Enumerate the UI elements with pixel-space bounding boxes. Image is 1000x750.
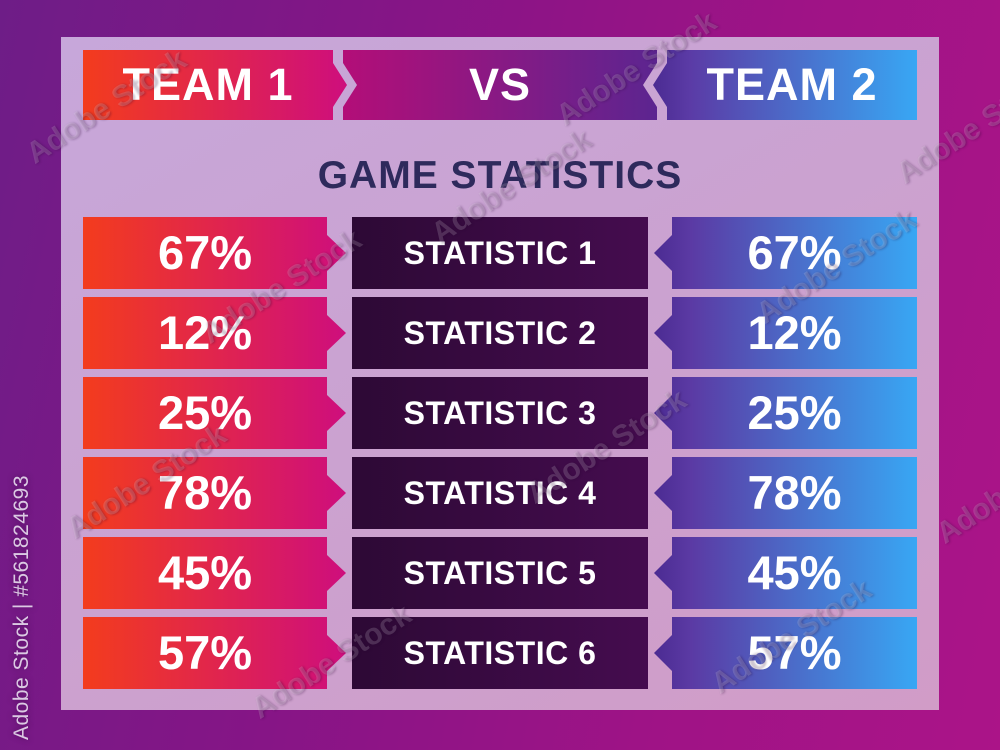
team2-value: 57%	[747, 626, 842, 679]
team2-label: TEAM 2	[706, 59, 878, 110]
stat-label-banner: STATISTIC 4	[352, 457, 648, 529]
team1-value: 12%	[157, 306, 253, 359]
team2-value: 25%	[747, 386, 842, 439]
team2-value: 67%	[747, 226, 842, 279]
stat-row: 12% STATISTIC 2 12%	[0, 297, 1000, 369]
team1-value: 67%	[157, 226, 253, 279]
team1-value-banner: 78%	[83, 457, 346, 529]
stat-label: STATISTIC 5	[403, 555, 597, 591]
team1-value: 45%	[157, 546, 253, 599]
team1-value-banner: 67%	[83, 217, 346, 289]
team1-value-banner: 45%	[83, 537, 346, 609]
page-title: GAME STATISTICS	[317, 154, 683, 197]
stat-row: 57% STATISTIC 6 57%	[0, 617, 1000, 689]
vs-banner: VS	[343, 50, 657, 120]
team2-value-banner: 12%	[654, 297, 917, 369]
vs-label: VS	[468, 59, 532, 110]
stat-row: 78% STATISTIC 4 78%	[0, 457, 1000, 529]
team1-value: 78%	[157, 466, 253, 519]
team2-value-banner: 67%	[654, 217, 917, 289]
team2-value: 12%	[747, 306, 842, 359]
stat-label: STATISTIC 2	[403, 315, 597, 351]
stat-label: STATISTIC 6	[403, 635, 597, 671]
stat-row: 67% STATISTIC 1 67%	[0, 217, 1000, 289]
stat-label: STATISTIC 4	[403, 475, 597, 511]
team1-value: 25%	[157, 386, 253, 439]
stats-panel	[61, 37, 939, 710]
team2-value: 78%	[747, 466, 842, 519]
stat-label-banner: STATISTIC 6	[352, 617, 648, 689]
team1-label: TEAM 1	[122, 59, 294, 110]
team1-value-banner: 12%	[83, 297, 346, 369]
stat-label-banner: STATISTIC 5	[352, 537, 648, 609]
stat-label: STATISTIC 1	[403, 235, 597, 271]
team1-banner: TEAM 1	[83, 50, 347, 120]
stat-row: 25% STATISTIC 3 25%	[0, 377, 1000, 449]
stat-row: 45% STATISTIC 5 45%	[0, 537, 1000, 609]
team2-banner: TEAM 2	[653, 50, 917, 120]
team1-value: 57%	[157, 626, 253, 679]
team1-value-banner: 57%	[83, 617, 346, 689]
stat-label-banner: STATISTIC 1	[352, 217, 648, 289]
stat-label: STATISTIC 3	[403, 395, 597, 431]
team2-value-banner: 45%	[654, 537, 917, 609]
team2-value-banner: 78%	[654, 457, 917, 529]
team2-value: 45%	[747, 546, 842, 599]
stat-label-banner: STATISTIC 2	[352, 297, 648, 369]
team1-value-banner: 25%	[83, 377, 346, 449]
team2-value-banner: 57%	[654, 617, 917, 689]
team2-value-banner: 25%	[654, 377, 917, 449]
stat-label-banner: STATISTIC 3	[352, 377, 648, 449]
